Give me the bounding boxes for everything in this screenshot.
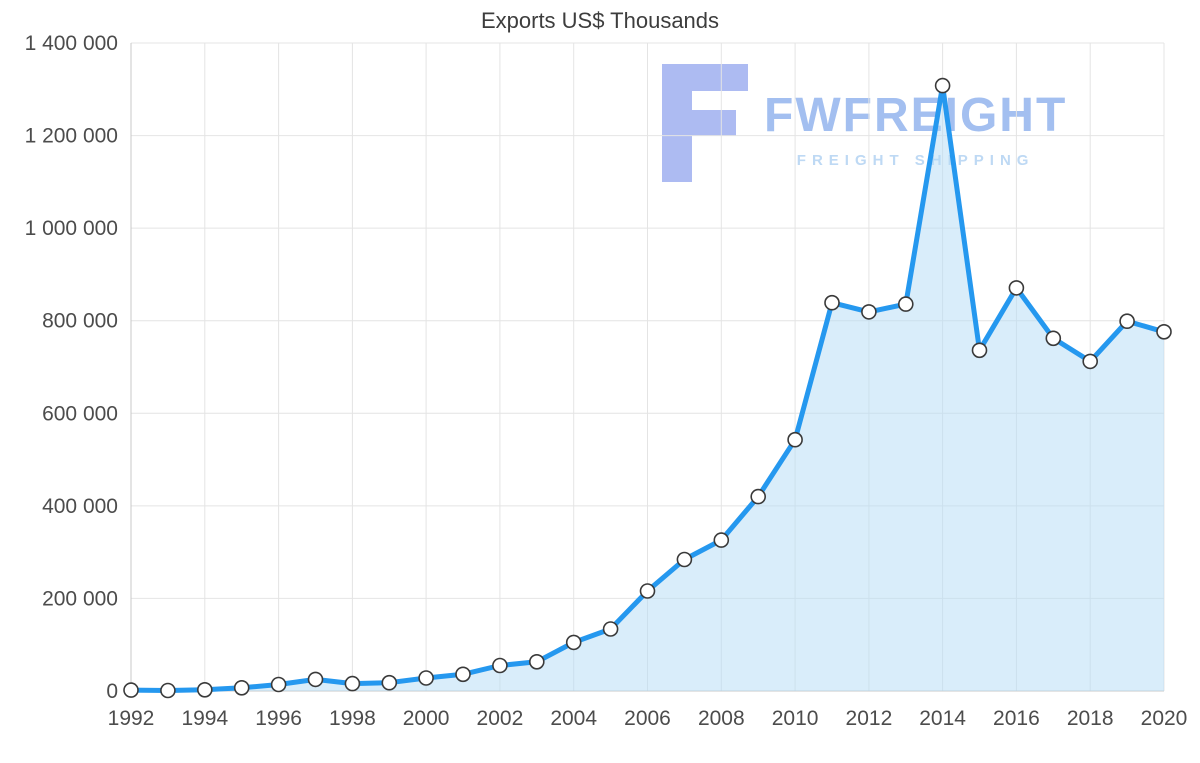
svg-text:2020: 2020 [1141, 707, 1188, 730]
svg-text:400 000: 400 000 [42, 495, 118, 518]
svg-text:1 000 000: 1 000 000 [25, 217, 118, 240]
svg-text:1 200 000: 1 200 000 [25, 125, 118, 148]
svg-text:2006: 2006 [624, 707, 671, 730]
svg-text:1994: 1994 [181, 707, 228, 730]
fwfreight-logo-icon [662, 64, 748, 182]
svg-text:800 000: 800 000 [42, 310, 118, 333]
chart-title: Exports US$ Thousands [480, 8, 720, 33]
svg-text:2016: 2016 [993, 707, 1040, 730]
svg-text:2010: 2010 [772, 707, 819, 730]
svg-text:2018: 2018 [1067, 707, 1114, 730]
svg-text:2012: 2012 [846, 707, 893, 730]
svg-text:2014: 2014 [919, 707, 966, 730]
svg-text:200 000: 200 000 [42, 587, 118, 610]
svg-text:600 000: 600 000 [42, 402, 118, 425]
svg-text:2004: 2004 [550, 707, 597, 730]
watermark-tagline: FREIGHT SHIPPING [796, 152, 1035, 169]
svg-text:2008: 2008 [698, 707, 745, 730]
svg-text:1 400 000: 1 400 000 [25, 32, 118, 55]
svg-text:1996: 1996 [255, 707, 302, 730]
watermark-text: FWFREIGHT FREIGHT SHIPPING [764, 64, 1068, 170]
watermark: FWFREIGHT FREIGHT SHIPPING [646, 64, 1067, 182]
watermark-brand: FWFREIGHT [764, 89, 1068, 142]
svg-text:2002: 2002 [477, 707, 524, 730]
svg-text:1998: 1998 [329, 707, 376, 730]
svg-text:1992: 1992 [108, 707, 155, 730]
svg-text:2000: 2000 [403, 707, 450, 730]
svg-text:0: 0 [106, 680, 118, 703]
